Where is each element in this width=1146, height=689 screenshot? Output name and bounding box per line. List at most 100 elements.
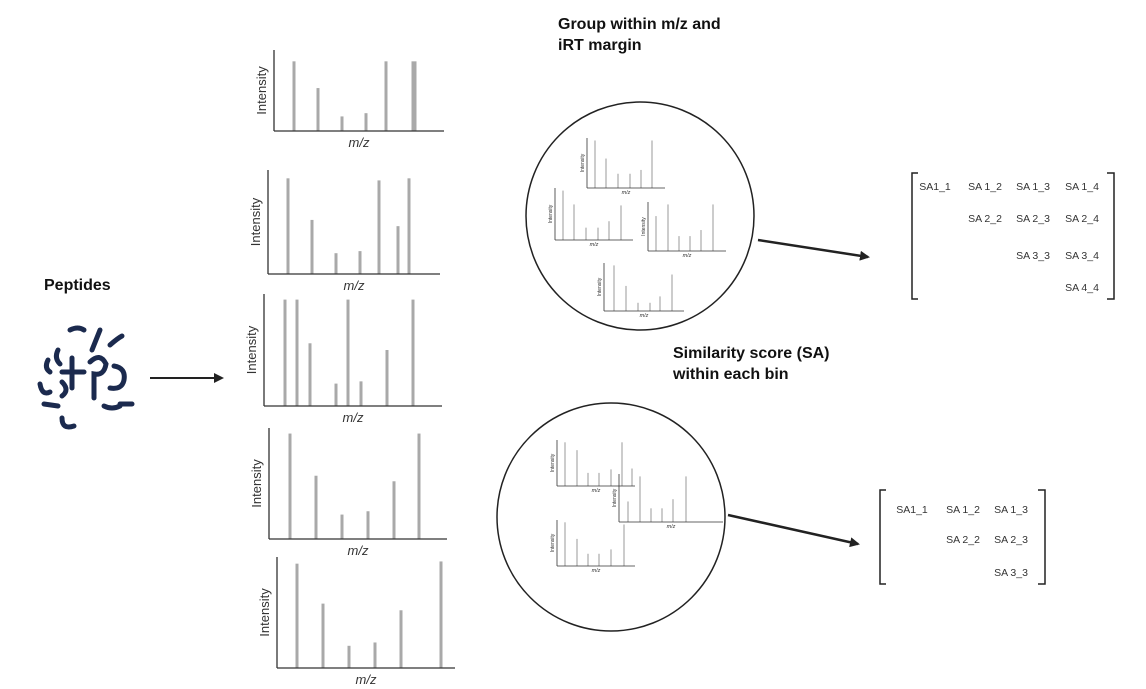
spectrum-bar xyxy=(651,140,653,188)
spectrum-bar xyxy=(605,158,607,188)
spectrum-bar xyxy=(340,514,344,539)
spectrum-bar xyxy=(392,481,396,539)
spectrum-bar xyxy=(594,140,596,188)
spectrum-bar xyxy=(700,230,702,251)
spectrum-bar xyxy=(608,221,610,240)
spectrum-bar xyxy=(610,469,612,486)
intensity-axis-label: Intensity xyxy=(597,277,603,296)
bin-1-spectra: Intensitym/zIntensitym/zIntensitym/zInte… xyxy=(548,138,726,319)
spectrum-bar xyxy=(286,178,290,274)
spectrum-bar xyxy=(573,204,575,240)
spectrum-bar xyxy=(637,302,639,311)
spectrum-bar xyxy=(377,180,381,274)
spectrum-bar xyxy=(385,350,389,406)
spectrum-bar xyxy=(295,563,299,668)
spectrum-bar xyxy=(610,549,612,566)
matrix-cell: SA1_1 xyxy=(896,504,928,516)
matrix-cell: SA 1_2 xyxy=(968,181,1002,193)
spectrum-plot: Intensity m/z xyxy=(257,557,455,687)
spectrum-bar xyxy=(288,433,292,539)
spectrum-bar xyxy=(617,173,619,188)
matrix-cell: SA 2_2 xyxy=(946,534,980,546)
matrix-cell: SA1_1 xyxy=(919,181,951,193)
intensity-axis-label: Intensity xyxy=(249,459,264,508)
mz-axis-label: m/z xyxy=(640,313,649,319)
spectrum-bar xyxy=(347,645,351,668)
intensity-axis-label: Intensity xyxy=(550,533,556,552)
spectrum-bar xyxy=(308,343,312,406)
matrix-1-left-bracket xyxy=(911,172,918,300)
spectrum-bar xyxy=(359,381,363,406)
mz-axis-label: m/z xyxy=(667,524,676,530)
mini-spectrum-plot: Intensity m/z xyxy=(548,188,633,248)
spectrum-bar xyxy=(620,205,622,240)
spectrum-bar xyxy=(334,253,338,274)
spectrum-bar xyxy=(373,642,377,668)
spectrum-bar xyxy=(295,299,299,406)
matrix-1-right-bracket xyxy=(1107,172,1115,300)
intensity-axis-label: Intensity xyxy=(580,153,586,172)
mini-spectrum-plot: Intensity m/z xyxy=(550,520,635,574)
spectrum-bar xyxy=(364,113,368,131)
spectrum-bar xyxy=(671,274,673,311)
matrix-cell: SA 3_3 xyxy=(994,567,1028,579)
spectrum-bar xyxy=(314,475,318,539)
spectrum-bar xyxy=(316,88,320,131)
mz-axis-label: m/z xyxy=(622,190,631,196)
matrix-cell: SA 3_3 xyxy=(1016,250,1050,262)
spectrum-bar xyxy=(346,299,350,406)
spectrum-bar xyxy=(672,499,674,522)
matrix-cell: SA 2_4 xyxy=(1065,213,1099,225)
matrix-cell: SA 1_2 xyxy=(946,504,980,516)
mz-axis-label: m/z xyxy=(348,543,369,558)
matrix-cell: SA 2_3 xyxy=(1016,213,1050,225)
right-arrow-icon xyxy=(727,513,860,548)
similarity-title: Similarity score (SA) within each bin xyxy=(672,345,834,383)
mz-axis-label: m/z xyxy=(592,568,601,574)
matrix-cell: SA 1_3 xyxy=(994,504,1028,516)
matrix-cell: SA 3_4 xyxy=(1065,250,1099,262)
mz-axis-label: m/z xyxy=(592,488,601,494)
spectrum-bar xyxy=(587,472,589,486)
spectrum-bar xyxy=(310,219,314,274)
mini-spectrum-plot: Intensity m/z xyxy=(580,138,665,196)
spectrum-plot: Intensity m/z xyxy=(248,170,440,293)
spectrum-bar xyxy=(627,501,629,522)
matrix-2-left-bracket xyxy=(879,489,886,585)
mini-spectrum-plot: Intensity m/z xyxy=(612,474,723,530)
spectrum-bar xyxy=(625,285,627,311)
spectrum-bar xyxy=(321,603,325,668)
mz-axis-label: m/z xyxy=(349,135,370,150)
group-title: Group within m/z and iRT margin xyxy=(558,16,725,54)
spectrum-bar xyxy=(598,472,600,486)
matrix-cell: SA 2_3 xyxy=(994,534,1028,546)
spectrum-bar xyxy=(564,442,566,486)
spectrum-bar xyxy=(640,169,642,188)
spectrum-bar xyxy=(650,508,652,522)
spectra-column: Intensitym/zIntensitym/zIntensitym/zInte… xyxy=(244,50,455,687)
matrix-cell: SA 1_4 xyxy=(1065,181,1099,193)
spectrum-bar xyxy=(587,553,589,566)
mz-axis-label: m/z xyxy=(356,672,377,687)
spectrum-bar xyxy=(564,522,566,566)
spectrum-bar xyxy=(613,265,615,311)
spectrum-bar xyxy=(597,227,599,240)
spectrum-plot: Intensity m/z xyxy=(249,428,447,558)
spectrum-bar xyxy=(384,61,388,132)
spectrum-bar xyxy=(292,61,296,132)
intensity-axis-label: Intensity xyxy=(641,217,647,236)
spectrum-bar xyxy=(399,610,403,668)
spectrum-bar xyxy=(407,178,411,274)
mz-axis-label: m/z xyxy=(343,410,364,425)
spectrum-bar xyxy=(621,442,623,486)
spectrum-bar xyxy=(629,173,631,188)
intensity-axis-label: Intensity xyxy=(257,588,272,637)
spectrum-bar xyxy=(411,299,415,406)
spectrum-bar xyxy=(340,116,344,131)
bin-circle-1 xyxy=(525,101,755,331)
similarity-matrix-1: SA1_1 SA 1_2 SA 1_3 SA 1_4 SA 2_2 SA 2_3 SA 2_… xyxy=(919,181,1099,294)
spectrum-bar xyxy=(631,468,633,486)
spectrum-bar xyxy=(576,538,578,566)
spectrum-bar xyxy=(598,553,600,566)
